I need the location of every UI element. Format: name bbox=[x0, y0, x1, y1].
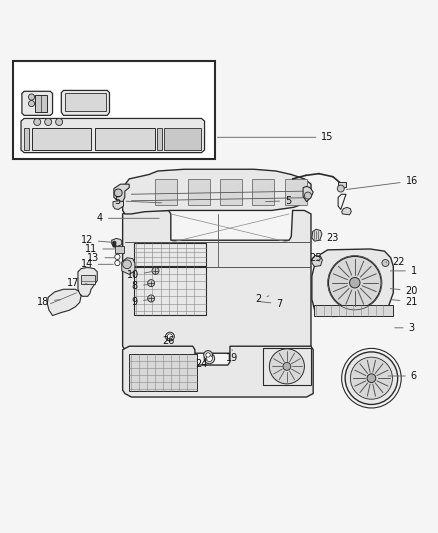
Circle shape bbox=[113, 241, 116, 245]
Bar bbox=[252, 179, 274, 205]
Bar bbox=[314, 305, 393, 317]
Bar bbox=[338, 182, 346, 187]
Text: 14: 14 bbox=[81, 260, 113, 269]
Bar bbox=[95, 128, 155, 150]
Text: 10: 10 bbox=[127, 270, 153, 280]
Circle shape bbox=[167, 334, 173, 339]
Circle shape bbox=[34, 118, 41, 125]
Circle shape bbox=[382, 260, 389, 266]
Text: 12: 12 bbox=[81, 235, 111, 245]
Polygon shape bbox=[123, 211, 311, 353]
Circle shape bbox=[28, 101, 35, 107]
Bar bbox=[81, 275, 95, 284]
Text: 20: 20 bbox=[390, 286, 418, 296]
Bar bbox=[285, 179, 307, 205]
Bar bbox=[134, 266, 206, 314]
Polygon shape bbox=[312, 229, 322, 241]
Circle shape bbox=[350, 278, 360, 288]
Circle shape bbox=[148, 295, 155, 302]
Circle shape bbox=[283, 362, 291, 370]
Text: 13: 13 bbox=[87, 253, 115, 263]
Circle shape bbox=[123, 260, 131, 269]
Circle shape bbox=[328, 256, 381, 309]
Text: 5: 5 bbox=[265, 196, 291, 206]
Text: 19: 19 bbox=[226, 350, 238, 364]
Text: 11: 11 bbox=[85, 244, 115, 254]
Text: 3: 3 bbox=[395, 323, 415, 333]
Text: 2: 2 bbox=[255, 294, 269, 304]
Circle shape bbox=[337, 185, 344, 192]
Text: 5: 5 bbox=[114, 196, 162, 206]
Text: 22: 22 bbox=[386, 257, 405, 267]
Bar bbox=[220, 179, 242, 205]
Bar bbox=[24, 128, 29, 150]
Circle shape bbox=[166, 332, 174, 341]
Bar bbox=[188, 179, 210, 205]
Circle shape bbox=[204, 351, 212, 359]
Text: 23: 23 bbox=[320, 233, 339, 243]
Circle shape bbox=[152, 268, 159, 274]
Text: 4: 4 bbox=[97, 213, 159, 223]
Circle shape bbox=[148, 280, 155, 287]
Circle shape bbox=[204, 353, 215, 364]
Circle shape bbox=[56, 118, 63, 125]
Bar bbox=[65, 93, 106, 111]
Text: 7: 7 bbox=[261, 298, 283, 309]
Circle shape bbox=[345, 352, 398, 405]
Polygon shape bbox=[342, 207, 351, 215]
Circle shape bbox=[45, 118, 52, 125]
Polygon shape bbox=[114, 184, 129, 201]
Polygon shape bbox=[78, 268, 97, 296]
Circle shape bbox=[304, 192, 311, 199]
Text: 9: 9 bbox=[132, 296, 148, 306]
Polygon shape bbox=[22, 91, 53, 115]
Text: 25: 25 bbox=[309, 253, 321, 263]
Text: 6: 6 bbox=[388, 371, 417, 381]
Bar bbox=[115, 246, 124, 253]
Bar bbox=[164, 128, 201, 150]
Text: 8: 8 bbox=[132, 281, 148, 291]
Text: 24: 24 bbox=[195, 359, 208, 369]
Polygon shape bbox=[113, 201, 124, 209]
Polygon shape bbox=[312, 249, 393, 317]
Text: 16: 16 bbox=[346, 176, 418, 190]
Circle shape bbox=[367, 374, 376, 383]
Bar bbox=[134, 243, 206, 265]
Bar bbox=[13, 61, 215, 159]
Text: 26: 26 bbox=[162, 336, 175, 346]
Bar bbox=[263, 348, 311, 385]
Polygon shape bbox=[122, 258, 135, 274]
Circle shape bbox=[350, 357, 392, 399]
Circle shape bbox=[113, 244, 116, 247]
Circle shape bbox=[28, 94, 35, 100]
Polygon shape bbox=[47, 289, 81, 316]
Text: 17: 17 bbox=[67, 278, 87, 288]
Circle shape bbox=[206, 356, 212, 361]
Bar bbox=[129, 354, 197, 391]
Polygon shape bbox=[123, 346, 313, 397]
Circle shape bbox=[269, 349, 304, 384]
Circle shape bbox=[206, 353, 210, 357]
Bar bbox=[32, 128, 91, 150]
Polygon shape bbox=[112, 238, 122, 246]
Polygon shape bbox=[21, 118, 205, 152]
Text: 1: 1 bbox=[390, 266, 417, 276]
Bar bbox=[35, 95, 47, 112]
Polygon shape bbox=[123, 169, 311, 214]
Polygon shape bbox=[303, 187, 313, 201]
Text: 15: 15 bbox=[217, 132, 334, 142]
Polygon shape bbox=[61, 91, 110, 115]
Bar bbox=[155, 179, 177, 205]
Circle shape bbox=[115, 254, 120, 260]
Circle shape bbox=[115, 260, 120, 265]
Circle shape bbox=[114, 189, 122, 197]
Text: 18: 18 bbox=[37, 296, 61, 306]
Text: 21: 21 bbox=[390, 296, 418, 306]
Bar bbox=[157, 128, 162, 150]
Polygon shape bbox=[312, 255, 322, 266]
